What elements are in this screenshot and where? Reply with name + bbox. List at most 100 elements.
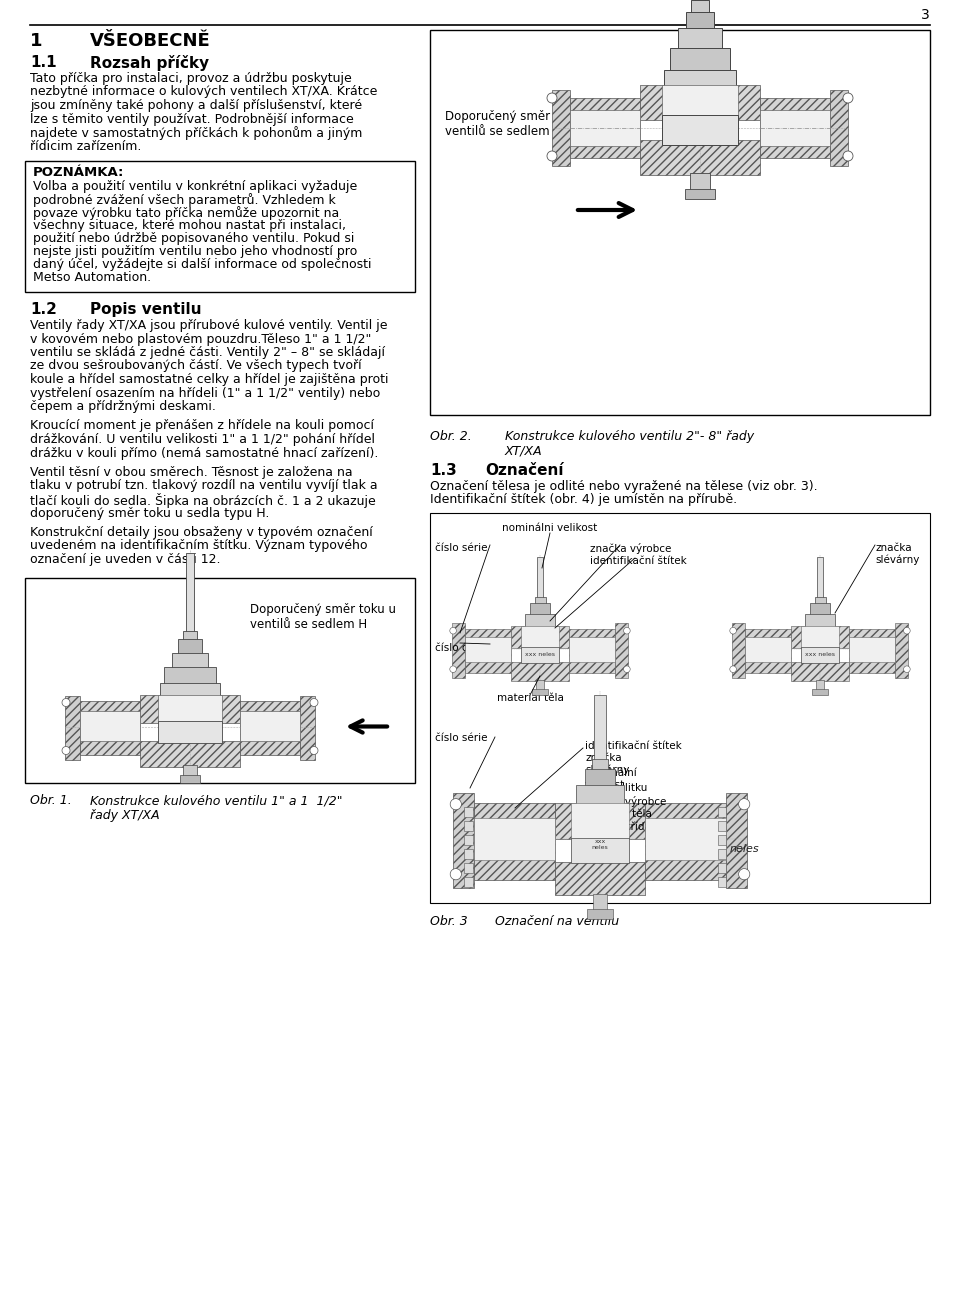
Bar	[164, 666, 216, 684]
Text: lze s těmito ventily používat. Podrobnější informace: lze s těmito ventily používat. Podrobněj…	[30, 112, 353, 125]
Text: použití nebo údržbě popisovaného ventilu. Pokud si: použití nebo údržbě popisovaného ventilu…	[33, 231, 354, 244]
Bar	[717, 877, 726, 887]
Bar	[183, 631, 197, 640]
Bar	[474, 818, 555, 860]
Bar	[726, 793, 747, 888]
Bar	[568, 628, 614, 672]
Bar	[80, 701, 140, 755]
Bar	[570, 803, 630, 839]
Circle shape	[310, 698, 318, 706]
Text: materiál těla: materiál těla	[496, 693, 564, 703]
Text: značka
slévárny: značka slévárny	[875, 543, 920, 565]
Bar	[804, 614, 835, 627]
Bar	[717, 850, 726, 859]
Circle shape	[547, 151, 557, 162]
Circle shape	[843, 93, 853, 103]
Circle shape	[730, 627, 736, 634]
Bar	[717, 835, 726, 844]
Text: značka výrobce: značka výrobce	[585, 796, 666, 807]
Bar	[812, 689, 828, 694]
Text: ventilu se skládá z jedné části. Ventily 2" – 8" se skládají: ventilu se skládá z jedné části. Ventily…	[30, 347, 385, 359]
Bar	[640, 140, 760, 175]
Text: tlaková třída: tlaková třída	[585, 822, 651, 831]
Bar	[645, 818, 726, 860]
Bar	[732, 623, 745, 678]
Bar	[678, 28, 722, 50]
Text: najdete v samostatných příčkách k pohonům a jiným: najdete v samostatných příčkách k pohonů…	[30, 125, 362, 140]
Text: uvedeném na identifikačním štítku. Význam typového: uvedeném na identifikačním štítku. Význa…	[30, 539, 368, 552]
Circle shape	[738, 869, 750, 879]
Text: Ventil těsní v obou směrech. Těsnost je založena na: Ventil těsní v obou směrech. Těsnost je …	[30, 465, 352, 478]
Bar	[593, 893, 607, 910]
Bar	[521, 626, 559, 648]
Bar	[895, 623, 908, 678]
Bar	[537, 557, 543, 599]
Text: řady XT/XA: řady XT/XA	[90, 808, 159, 821]
Bar	[588, 909, 612, 919]
Circle shape	[310, 746, 318, 755]
Bar	[474, 803, 555, 879]
Bar	[695, 0, 705, 10]
Text: číslo odlitku: číslo odlitku	[585, 784, 647, 793]
Circle shape	[738, 799, 750, 809]
Bar	[158, 694, 222, 723]
Bar	[532, 689, 548, 694]
Text: doporučený směr toku u sedla typu H.: doporučený směr toku u sedla typu H.	[30, 507, 270, 520]
Bar	[140, 694, 240, 723]
Bar	[664, 70, 736, 88]
Text: Konstrukce kulového ventilu 1" a 1  1/2": Konstrukce kulového ventilu 1" a 1 1/2"	[90, 794, 343, 808]
Text: materiál těla: materiál těla	[585, 809, 652, 818]
Bar	[172, 653, 208, 668]
Bar	[814, 596, 826, 604]
Bar	[300, 696, 315, 759]
Bar	[466, 637, 512, 662]
Text: číslo série: číslo série	[435, 733, 488, 743]
Text: Obr. 3: Obr. 3	[430, 915, 468, 928]
Text: drážku v kouli přímo (nemá samostatné hnací zařízení).: drážku v kouli přímo (nemá samostatné hn…	[30, 446, 378, 459]
Bar	[568, 637, 614, 662]
Text: ze dvou sešroubovaných částí. Ve všech typech tvoří: ze dvou sešroubovaných částí. Ve všech t…	[30, 359, 362, 372]
Bar	[570, 98, 640, 158]
Bar	[465, 821, 472, 831]
Bar	[816, 680, 825, 690]
Bar	[512, 626, 568, 648]
Bar	[760, 98, 830, 158]
Bar	[594, 696, 606, 762]
Text: koule a hřídel samostatné celky a hřídel je zajištěna proti: koule a hřídel samostatné celky a hřídel…	[30, 372, 389, 387]
Text: Metso Automation.: Metso Automation.	[33, 272, 151, 284]
Bar	[80, 710, 140, 741]
Bar	[690, 173, 710, 191]
Bar	[160, 683, 220, 697]
Text: Označení: Označení	[485, 463, 564, 478]
Text: nominální
velikost: nominální velikost	[585, 768, 636, 790]
Text: tlačí kouli do sedla. Šipka na obrázcích č. 1 a 2 ukazuje: tlačí kouli do sedla. Šipka na obrázcích…	[30, 493, 375, 508]
Bar	[552, 91, 570, 166]
Text: Konstrukce kulového ventilu 2"- 8" řady: Konstrukce kulového ventilu 2"- 8" řady	[505, 431, 755, 443]
Text: Ventily řady XT/XA jsou přírubové kulové ventily. Ventil je: Ventily řady XT/XA jsou přírubové kulové…	[30, 319, 388, 332]
Bar	[466, 628, 512, 672]
Text: VŠEOBECNĚ: VŠEOBECNĚ	[90, 32, 211, 50]
Text: identifikační štítek: identifikační štítek	[590, 556, 686, 566]
Bar	[524, 614, 556, 627]
Bar	[240, 710, 300, 741]
Text: číslo série: číslo série	[435, 543, 488, 553]
Text: xxx neles: xxx neles	[805, 653, 835, 657]
Bar	[465, 835, 472, 844]
Bar	[791, 662, 849, 681]
Text: jsou zmíněny také pohony a další příslušenství, které: jsou zmíněny také pohony a další přísluš…	[30, 100, 362, 112]
Bar	[717, 862, 726, 873]
Text: řídicim zařízením.: řídicim zařízením.	[30, 140, 141, 153]
Bar	[817, 557, 824, 599]
Text: Identifikační štítek (obr. 4) je umístěn na přírubě.: Identifikační štítek (obr. 4) je umístěn…	[430, 494, 737, 507]
Text: drážkování. U ventilu velikosti 1" a 1 1/2" pohání hřídel: drážkování. U ventilu velikosti 1" a 1 1…	[30, 433, 375, 446]
Bar	[640, 85, 760, 120]
Bar	[810, 604, 829, 615]
Bar	[645, 803, 726, 879]
Bar	[178, 639, 202, 654]
Text: Kroucící moment je přenášen z hřídele na kouli pomocí: Kroucící moment je přenášen z hřídele na…	[30, 419, 374, 432]
Text: Obr. 2.: Obr. 2.	[430, 431, 471, 443]
Bar	[65, 696, 80, 759]
Bar	[570, 838, 630, 862]
Bar	[183, 764, 197, 777]
Bar	[791, 626, 849, 648]
